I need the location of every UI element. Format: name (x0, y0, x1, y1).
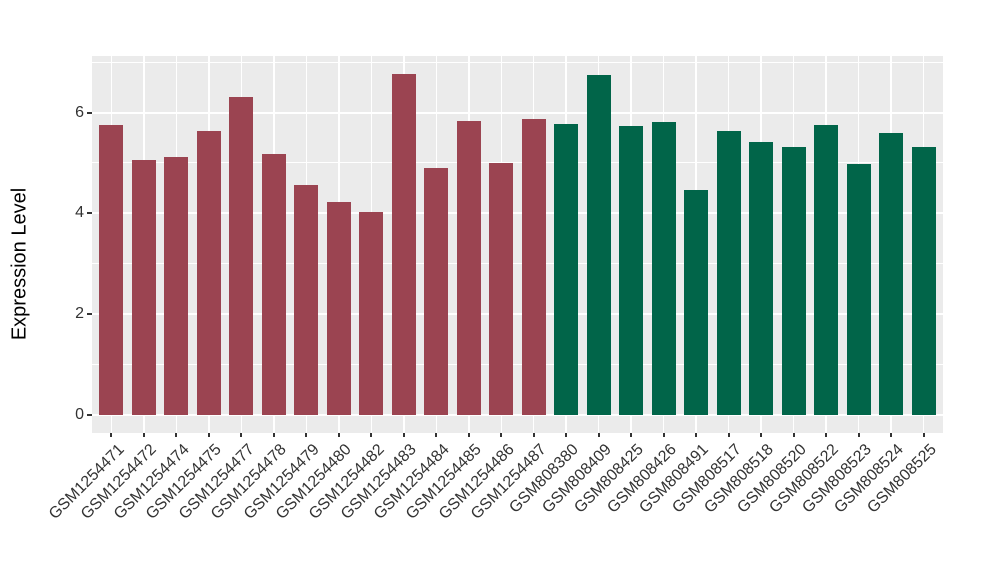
bar-GSM808426 (652, 121, 676, 416)
y-tick-label-4: 4 (75, 204, 84, 222)
bar-GSM1254486 (489, 163, 513, 416)
bar-GSM1254482 (359, 212, 383, 416)
x-tick-mark-GSM1254479 (305, 433, 308, 437)
y-axis-title: Expression Level (8, 187, 31, 341)
minor-gridline-y1 (92, 364, 943, 366)
y-tick-mark-0 (87, 414, 92, 417)
bar-GSM808425 (619, 126, 643, 416)
x-tick-mark-GSM808491 (695, 433, 698, 437)
x-tick-mark-GSM1254477 (240, 433, 243, 437)
bar-GSM1254483 (392, 74, 416, 416)
bar-GSM808517 (717, 130, 741, 416)
bar-GSM1254484 (424, 168, 448, 416)
minor-gridline-y5 (92, 162, 943, 164)
bar-GSM808409 (587, 74, 611, 416)
x-tick-mark-GSM808524 (890, 433, 893, 437)
bar-GSM808380 (554, 124, 578, 416)
bar-GSM1254471 (99, 125, 123, 416)
major-gridline-y4 (92, 212, 943, 215)
bar-GSM1254480 (327, 201, 351, 416)
x-tick-mark-GSM808520 (792, 433, 795, 437)
bar-GSM808524 (879, 132, 903, 416)
x-tick-mark-GSM1254484 (435, 433, 438, 437)
major-gridline-y6 (92, 111, 943, 114)
y-tick-label-2: 2 (75, 305, 84, 323)
x-tick-mark-GSM1254485 (467, 433, 470, 437)
bar-GSM808522 (814, 125, 838, 416)
y-tick-mark-6 (87, 111, 92, 114)
bar-GSM1254478 (262, 154, 286, 416)
minor-gridline-y7 (92, 61, 943, 63)
x-tick-mark-GSM808380 (565, 433, 568, 437)
x-tick-mark-GSM808409 (597, 433, 600, 437)
x-tick-mark-GSM1254482 (370, 433, 373, 437)
bar-GSM808520 (782, 147, 806, 416)
y-tick-label-0: 0 (75, 406, 84, 424)
x-tick-mark-GSM1254483 (402, 433, 405, 437)
x-tick-mark-GSM808523 (857, 433, 860, 437)
x-tick-mark-GSM808525 (922, 433, 925, 437)
x-tick-mark-GSM808425 (630, 433, 633, 437)
bar-GSM808523 (847, 164, 871, 416)
bar-GSM1254475 (197, 131, 221, 416)
x-tick-mark-GSM1254486 (500, 433, 503, 437)
x-tick-mark-GSM1254480 (337, 433, 340, 437)
bar-GSM808525 (912, 147, 936, 416)
bar-GSM1254472 (132, 159, 156, 416)
x-tick-mark-GSM1254487 (532, 433, 535, 437)
y-tick-mark-2 (87, 313, 92, 316)
y-tick-mark-4 (87, 212, 92, 215)
x-tick-mark-GSM1254475 (207, 433, 210, 437)
bar-GSM1254485 (457, 121, 481, 416)
x-tick-mark-GSM1254472 (142, 433, 145, 437)
x-tick-mark-GSM808517 (727, 433, 730, 437)
bar-GSM808491 (684, 189, 708, 416)
minor-gridline-y3 (92, 263, 943, 265)
plot-panel (92, 56, 943, 433)
x-tick-mark-GSM808426 (662, 433, 665, 437)
bar-GSM808518 (749, 141, 773, 416)
x-tick-mark-GSM1254474 (175, 433, 178, 437)
x-tick-mark-GSM808522 (825, 433, 828, 437)
bar-GSM1254479 (294, 185, 318, 416)
y-tick-label-6: 6 (75, 103, 84, 121)
major-gridline-y0 (92, 414, 943, 417)
x-tick-mark-GSM1254478 (272, 433, 275, 437)
bar-GSM1254487 (522, 119, 546, 416)
x-tick-mark-GSM1254471 (110, 433, 113, 437)
bar-GSM1254477 (229, 97, 253, 416)
major-gridline-y2 (92, 313, 943, 316)
x-tick-mark-GSM808518 (760, 433, 763, 437)
bar-GSM1254474 (164, 156, 188, 416)
